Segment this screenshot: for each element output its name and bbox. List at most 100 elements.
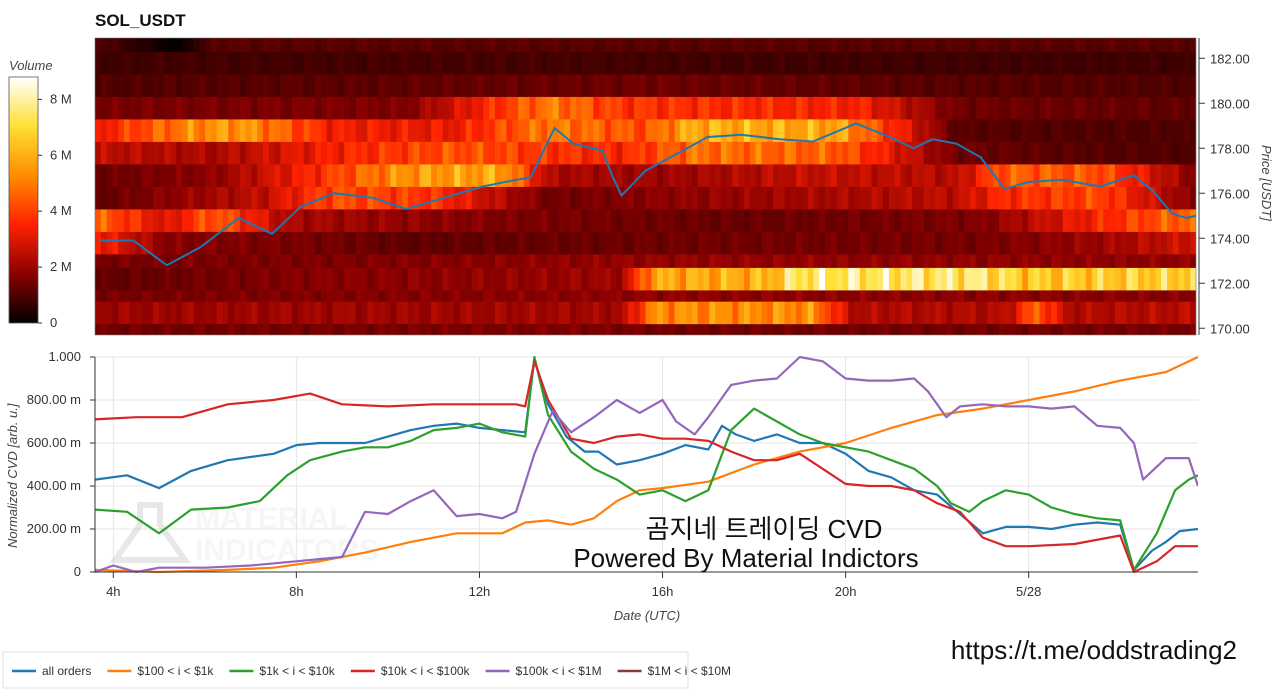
heatmap-cell — [917, 119, 925, 142]
heatmap-cell — [193, 164, 200, 187]
heatmap-cell — [199, 186, 206, 210]
heatmap-cell — [970, 119, 977, 142]
heatmap-cell — [1190, 209, 1196, 232]
heatmap-cell — [344, 38, 351, 52]
heatmap-cell — [981, 141, 988, 165]
heatmap-cell — [546, 119, 554, 142]
heatmap-cell — [900, 96, 907, 120]
heatmap-cell — [946, 96, 954, 120]
heatmap-cell — [349, 290, 357, 302]
heatmap-cell — [170, 96, 177, 120]
heatmap-cell — [118, 74, 125, 97]
heatmap-cell — [419, 290, 426, 302]
heatmap-cell — [1161, 141, 1168, 165]
heatmap-cell — [407, 96, 415, 120]
heatmap-cell — [830, 254, 838, 268]
heatmap-cell — [581, 38, 589, 52]
heatmap-cell — [581, 254, 589, 268]
heatmap-cell — [95, 51, 102, 75]
heatmap-cell — [848, 119, 855, 142]
heatmap-cell — [216, 323, 224, 335]
heatmap-cell — [529, 254, 536, 268]
legend-item[interactable]: $1M < i < $10M — [617, 664, 731, 678]
heatmap-cell — [1109, 254, 1116, 268]
heatmap-cell — [662, 267, 670, 291]
heatmap-cell — [106, 254, 113, 268]
heatmap-cell — [1062, 231, 1070, 255]
heatmap-cell — [106, 323, 113, 335]
heatmap-cell — [1080, 119, 1087, 142]
heatmap-cell — [720, 164, 728, 187]
heatmap-cell — [1178, 74, 1186, 97]
heatmap-cell — [946, 119, 954, 142]
heatmap-cell — [1080, 74, 1087, 97]
heatmap-cell — [106, 51, 113, 75]
heatmap-cell — [425, 164, 432, 187]
heatmap-cell — [1103, 323, 1110, 335]
heatmap-cell — [1085, 38, 1093, 52]
heatmap-cell — [749, 51, 757, 75]
heatmap-cell — [749, 254, 757, 268]
heatmap-cell — [726, 209, 734, 232]
heatmap-cell — [668, 301, 676, 325]
heatmap-cell — [222, 141, 229, 165]
heatmap-cell — [95, 141, 102, 165]
heatmap-cell — [176, 119, 183, 142]
heatmap-cell — [135, 267, 142, 291]
legend-item[interactable]: all orders — [12, 664, 91, 678]
heatmap-cell — [691, 209, 699, 232]
heatmap-cell — [917, 267, 925, 291]
heatmap-cell — [1016, 164, 1023, 187]
heatmap-cell — [1039, 209, 1046, 232]
heatmap-cell — [286, 267, 293, 291]
heatmap-cell — [523, 323, 531, 335]
heatmap-cell — [604, 141, 612, 165]
heatmap-cell — [315, 51, 322, 75]
heatmap-cell — [454, 38, 461, 52]
heatmap-cell — [825, 254, 832, 268]
legend-item[interactable]: $1k < i < $10k — [229, 664, 336, 678]
heatmap-cell — [1010, 119, 1017, 142]
heatmap-cell — [726, 119, 734, 142]
price-tick-label: 176.00 — [1210, 186, 1250, 201]
legend-label: $100 < i < $1k — [137, 664, 214, 678]
heatmap-cell — [657, 74, 664, 97]
heatmap-cell — [1149, 301, 1157, 325]
heatmap-cell — [575, 74, 583, 97]
heatmap-cell — [141, 74, 148, 97]
heatmap-cell — [836, 231, 844, 255]
heatmap-cell — [691, 51, 699, 75]
heatmap-cell — [645, 186, 652, 210]
heatmap-cell — [396, 186, 403, 210]
heatmap-cell — [402, 186, 409, 210]
heatmap-cell — [906, 51, 913, 75]
heatmap-cell — [813, 301, 820, 325]
legend-item[interactable]: $100 < i < $1k — [107, 664, 214, 678]
heatmap-cell — [599, 254, 606, 268]
heatmap-cell — [610, 323, 618, 335]
heatmap-cell — [778, 254, 786, 268]
heatmap-cell — [639, 323, 647, 335]
heatmap-cell — [355, 74, 363, 97]
legend-item[interactable]: $10k < i < $100k — [350, 664, 471, 678]
telegram-url[interactable]: https://t.me/oddstrading2 — [951, 635, 1237, 665]
heatmap-cell — [720, 209, 728, 232]
heatmap-cell — [900, 141, 907, 165]
heatmap-cell — [570, 267, 577, 291]
heatmap-cell — [529, 323, 536, 335]
heatmap-cell — [645, 231, 652, 255]
heatmap-cell — [535, 74, 542, 97]
heatmap-cell — [1161, 74, 1168, 97]
heatmap-cell — [610, 141, 618, 165]
heatmap-cell — [228, 231, 235, 255]
heatmap-cell — [320, 254, 328, 268]
legend-item[interactable]: $100k < i < $1M — [485, 664, 602, 678]
heatmap-cell — [686, 231, 693, 255]
heatmap-cell — [738, 209, 745, 232]
heatmap-cell — [848, 301, 855, 325]
heatmap-cell — [465, 38, 473, 52]
heatmap-cell — [570, 38, 577, 52]
heatmap-cell — [1132, 96, 1139, 120]
heatmap-cell — [465, 267, 473, 291]
heatmap-cell — [564, 141, 571, 165]
